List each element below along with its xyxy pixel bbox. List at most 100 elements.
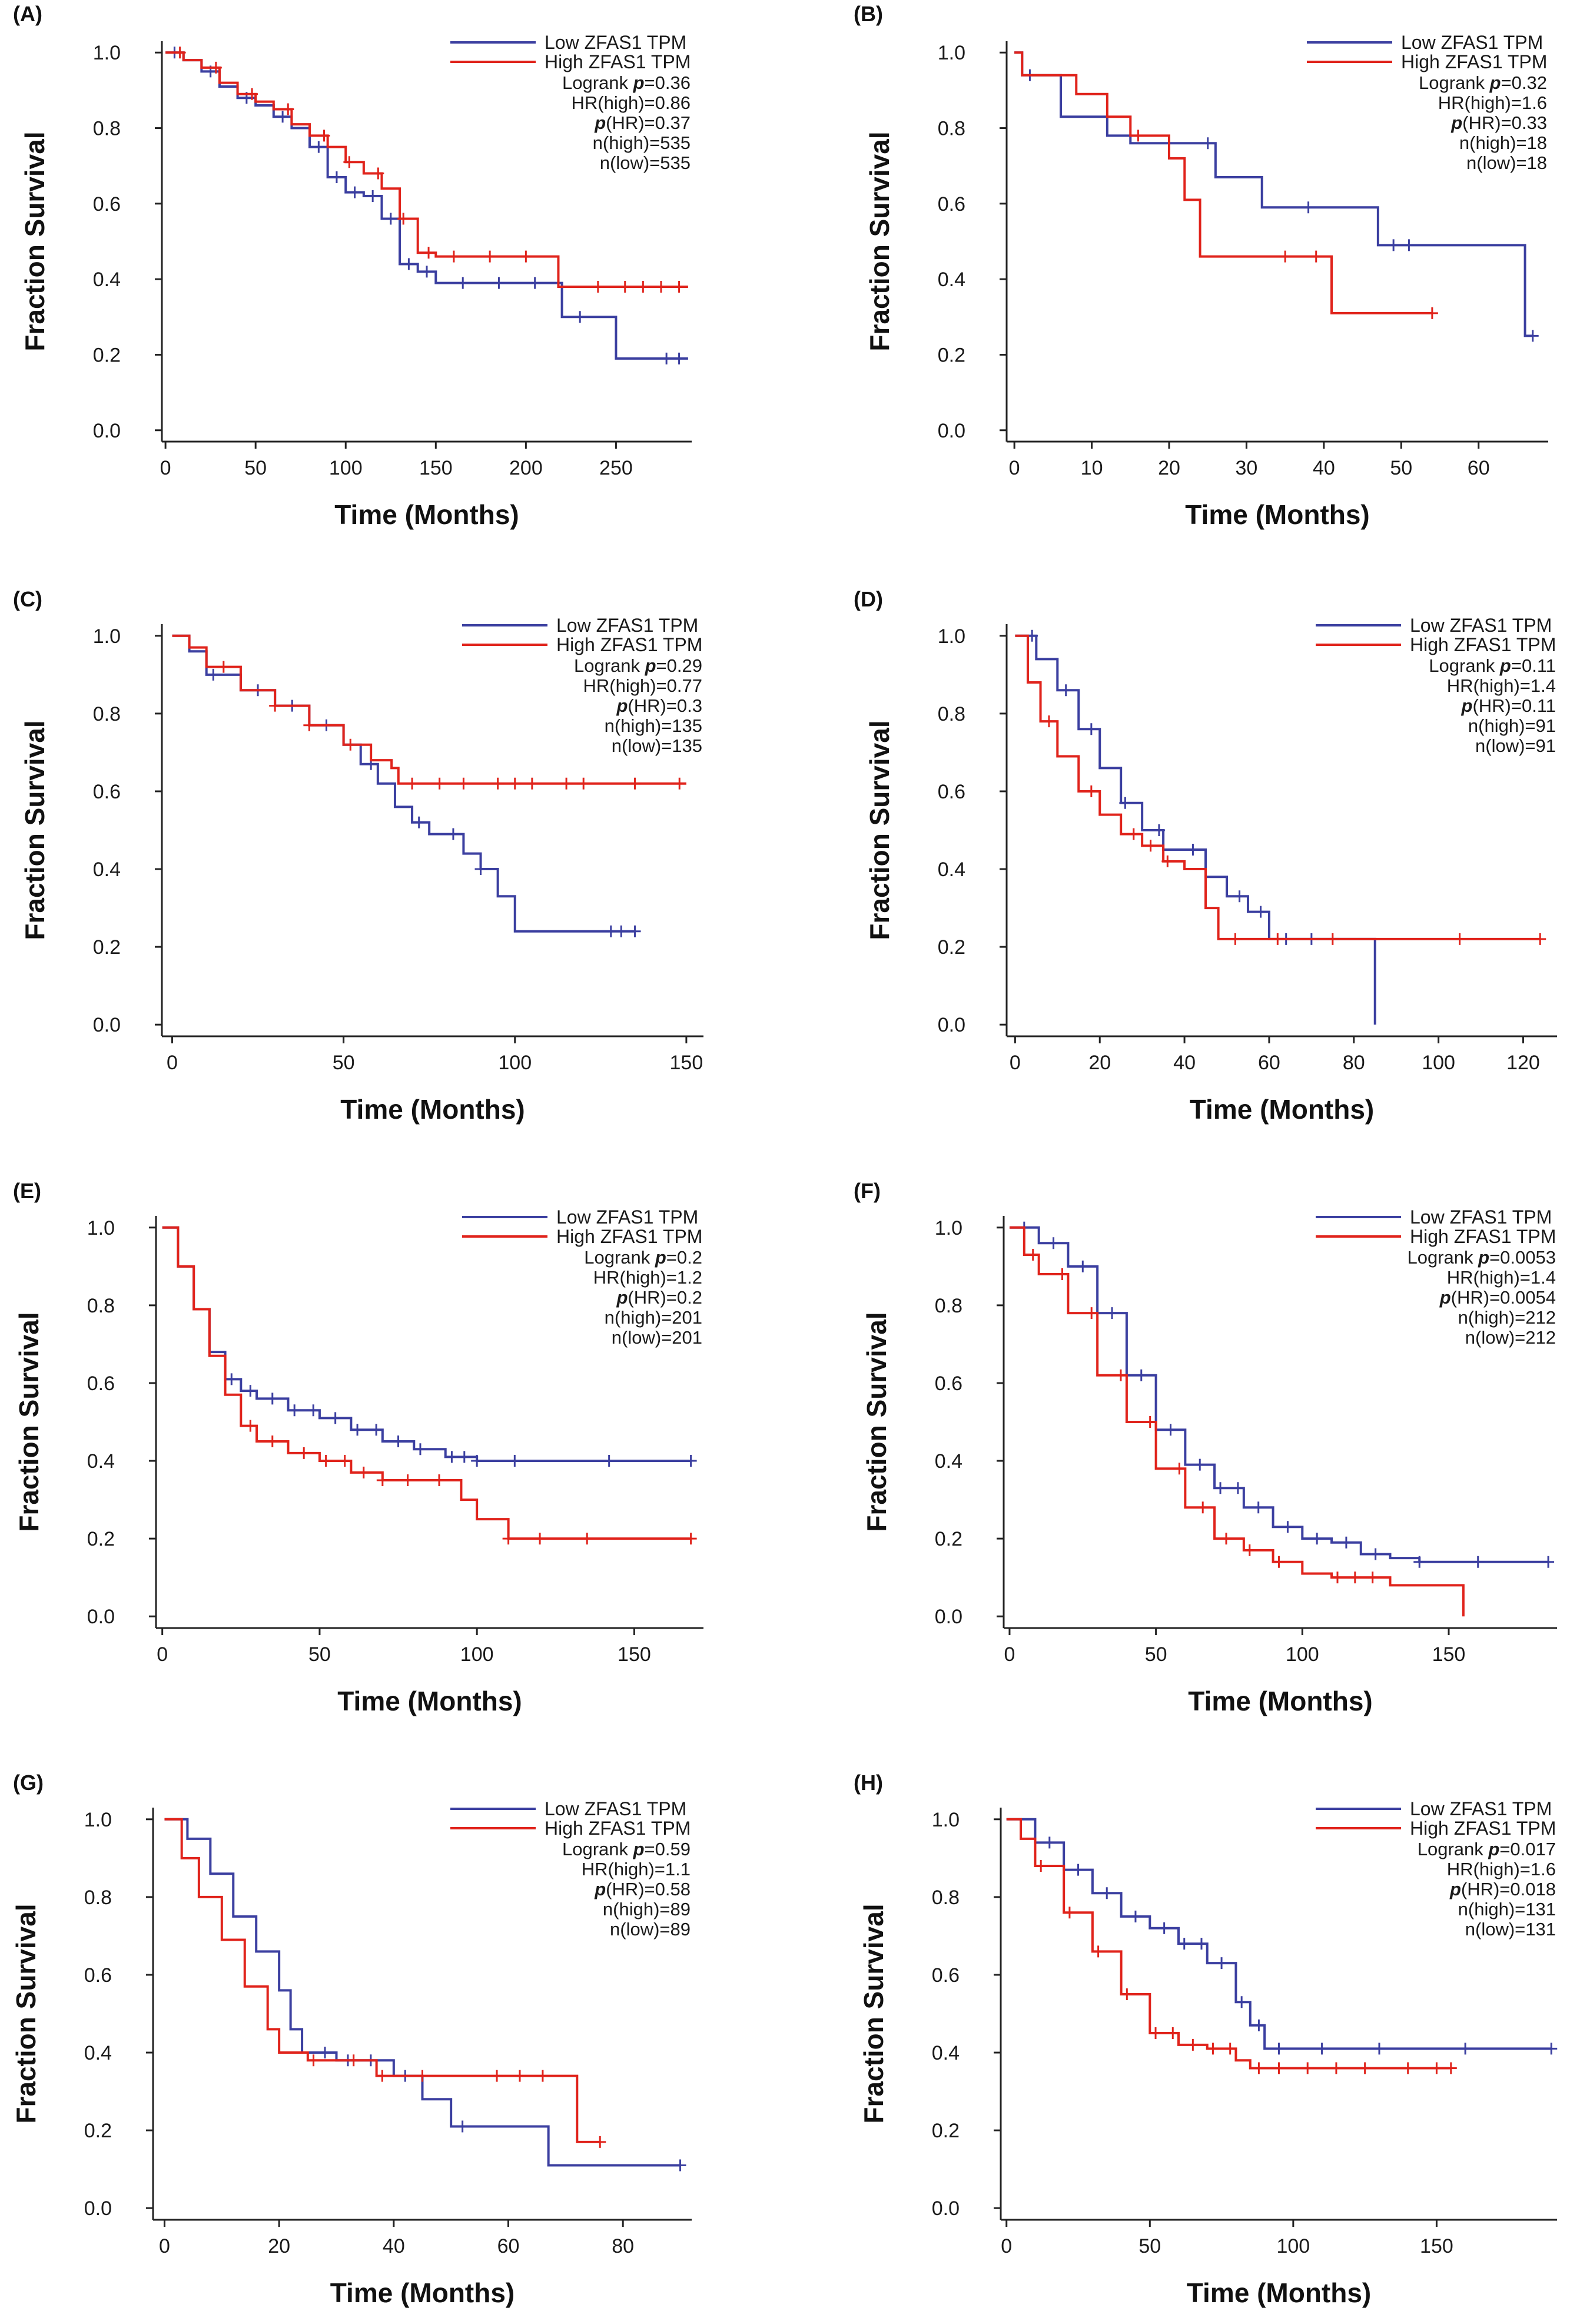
y-tick-label: 0.0: [932, 2197, 960, 2220]
censor-mark: [534, 1533, 546, 1545]
x-tick-label: 150: [670, 1052, 703, 1074]
censor-mark: [1273, 2043, 1285, 2055]
censor-mark: [1302, 201, 1315, 214]
censor-mark: [413, 816, 425, 828]
stat-line: n(low)=135: [612, 735, 702, 756]
censor-mark: [266, 1393, 278, 1405]
stat-line: HR(high)=1.2: [593, 1267, 702, 1288]
stat-text-part: n(high)=18: [1459, 132, 1547, 153]
y-tick-label: 0.2: [935, 1528, 962, 1550]
y-tick-label: 0.4: [87, 1450, 115, 1473]
censor-mark: [1085, 723, 1097, 735]
censor-mark: [244, 1385, 257, 1397]
x-tick-label: 0: [1010, 1052, 1021, 1074]
censor-mark: [1035, 1860, 1047, 1872]
censor-mark: [376, 2070, 389, 2082]
x-tick-label: 20: [268, 2235, 290, 2257]
censor-mark: [1092, 1945, 1104, 1958]
x-tick-label: 0: [1004, 1643, 1015, 1666]
y-axis-title: Fraction Survival: [19, 131, 50, 351]
censor-mark: [1114, 1369, 1127, 1381]
x-tick-label: 0: [167, 1052, 178, 1074]
censor-mark: [1273, 2062, 1285, 2074]
y-tick-label: 0.0: [87, 1606, 115, 1628]
high-survival-curve: [1014, 51, 1432, 314]
censor-mark: [269, 699, 281, 712]
y-tick-label: 1.0: [87, 1217, 115, 1239]
censor-mark: [1119, 797, 1131, 809]
panel-label: (F): [854, 1179, 881, 1203]
censor-mark: [529, 277, 541, 289]
stat-line: p(HR)=0.33: [1450, 112, 1547, 133]
stat-line: Logrank p=0.59: [562, 1839, 691, 1859]
chart-panel-5: (F) 0.0 0.2 0.4 0.6 0.8 1.0 0 50 100 150 Time (Mont…: [854, 1179, 1557, 1716]
censor-mark: [458, 1451, 470, 1463]
legend-label: Low ZFAS1 TPM: [1410, 1798, 1552, 1819]
y-tick-label: 1.0: [93, 42, 121, 64]
censor-mark: [1311, 1533, 1323, 1545]
censor-mark: [384, 213, 397, 225]
y-tick-label: 0.0: [938, 420, 965, 442]
stat-p-symbol: p: [1449, 1879, 1461, 1899]
censor-mark: [1542, 1556, 1555, 1568]
y-tick-label: 0.2: [87, 1528, 115, 1550]
x-axis-title: Time (Months): [1187, 2277, 1371, 2308]
y-tick-label: 0.6: [932, 1964, 960, 1987]
stat-text-part: Logrank: [562, 1839, 633, 1859]
censor-mark: [603, 1455, 615, 1467]
stat-text-part: n(low)=212: [1465, 1327, 1556, 1348]
y-tick-label: 0.6: [938, 781, 965, 803]
y-tick-label: 0.6: [935, 1372, 962, 1395]
censor-mark: [266, 1435, 278, 1448]
legend-label: Low ZFAS1 TPM: [556, 615, 698, 636]
stat-line: n(low)=212: [1465, 1327, 1556, 1348]
censor-mark: [1445, 2062, 1457, 2074]
censor-mark: [1545, 2043, 1558, 2055]
y-tick-label: 0.8: [84, 1887, 112, 1909]
stat-line: n(high)=18: [1459, 132, 1547, 153]
censor-mark: [348, 186, 361, 198]
y-tick-label: 1.0: [932, 1809, 960, 1831]
stat-line: Logrank p=0.32: [1419, 72, 1547, 93]
censor-mark: [1232, 1482, 1244, 1494]
y-tick-label: 0.0: [84, 2197, 112, 2220]
stat-text-part: n(high)=131: [1458, 1899, 1556, 1919]
stat-text-part: Logrank: [562, 72, 633, 93]
stat-line: n(high)=91: [1468, 715, 1556, 736]
y-tick-label: 0.4: [93, 268, 121, 291]
x-tick-label: 50: [1139, 2235, 1161, 2257]
censor-mark: [1106, 1307, 1118, 1320]
censor-mark: [1085, 785, 1097, 797]
y-tick-label: 0.6: [87, 1372, 115, 1395]
y-tick-label: 0.6: [938, 193, 965, 216]
censor-mark: [1187, 844, 1199, 856]
censor-mark: [1224, 2043, 1236, 2055]
censor-mark: [207, 668, 220, 681]
panel-label: (E): [13, 1179, 41, 1203]
stat-line: n(high)=89: [603, 1899, 691, 1919]
y-tick-label: 0.4: [93, 858, 121, 881]
x-tick-label: 250: [599, 457, 633, 479]
x-tick-label: 50: [1145, 1643, 1167, 1666]
stat-p-symbol: p: [633, 1839, 645, 1859]
x-tick-label: 150: [1432, 1643, 1466, 1666]
panel-label: (C): [13, 587, 42, 611]
x-tick-label: 100: [329, 457, 363, 479]
stat-text-part: =0.2: [666, 1247, 702, 1268]
y-tick-label: 0.6: [84, 1964, 112, 1987]
censor-mark: [1056, 1268, 1068, 1281]
censor-mark: [457, 777, 470, 790]
censor-mark: [303, 719, 316, 731]
stat-line: p(HR)=0.0054: [1439, 1287, 1556, 1308]
legend-label: Low ZFAS1 TPM: [556, 1206, 698, 1228]
censor-mark: [406, 777, 419, 790]
censor-mark: [1366, 1572, 1379, 1584]
x-axis-title: Time (Months): [1188, 1686, 1372, 1716]
stat-line: n(low)=131: [1465, 1919, 1556, 1940]
censor-mark: [592, 280, 604, 293]
censor-mark: [1388, 239, 1400, 251]
censor-mark: [401, 1474, 414, 1487]
stat-line: n(high)=201: [605, 1307, 702, 1328]
y-tick-label: 0.8: [935, 1295, 962, 1317]
stat-line: HR(high)=1.4: [1447, 675, 1556, 696]
